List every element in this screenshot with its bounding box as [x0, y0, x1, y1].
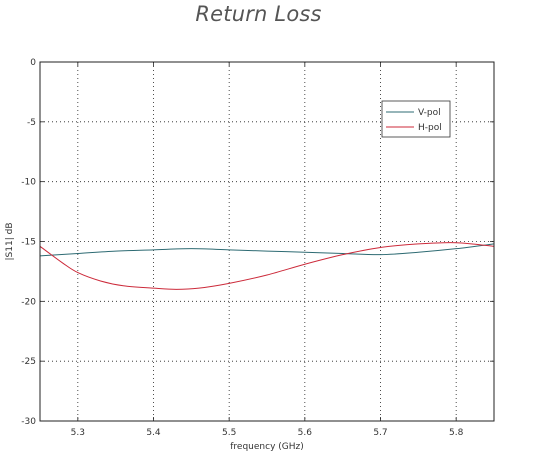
x-tick-label: 5.5	[222, 428, 236, 438]
ticks: 5.3 5.4 5.5 5.6 5.7 5.8 0 -5 -10 -15 -20 -25 -30	[21, 58, 494, 438]
x-tick-label: 5.7	[373, 428, 387, 438]
y-tick-label: -5	[27, 118, 36, 128]
y-tick-label: -25	[21, 357, 36, 367]
y-tick-label: 0	[30, 58, 36, 68]
series-line-v-pol	[39, 243, 495, 257]
series-layer	[39, 242, 495, 290]
y-tick-label: -30	[21, 417, 36, 427]
x-axis-label: frequency (GHz)	[230, 442, 304, 452]
x-tick-label: 5.3	[71, 428, 85, 438]
legend-label-v-pol: V-pol	[418, 108, 441, 118]
legend-label-h-pol: H-pol	[418, 123, 442, 133]
x-tick-label: 5.4	[146, 428, 161, 438]
x-tick-label: 5.6	[298, 428, 313, 438]
series-line-h-pol	[39, 242, 495, 290]
y-tick-label: -10	[21, 178, 36, 188]
legend: V-pol H-pol	[381, 100, 451, 138]
y-tick-label: -15	[21, 238, 36, 248]
legend-box	[381, 100, 451, 138]
chart-title: Return Loss	[195, 2, 322, 26]
y-axis-label: |S11| dB	[5, 223, 15, 261]
y-tick-label: -20	[21, 297, 36, 307]
x-tick-label: 5.8	[449, 428, 464, 438]
